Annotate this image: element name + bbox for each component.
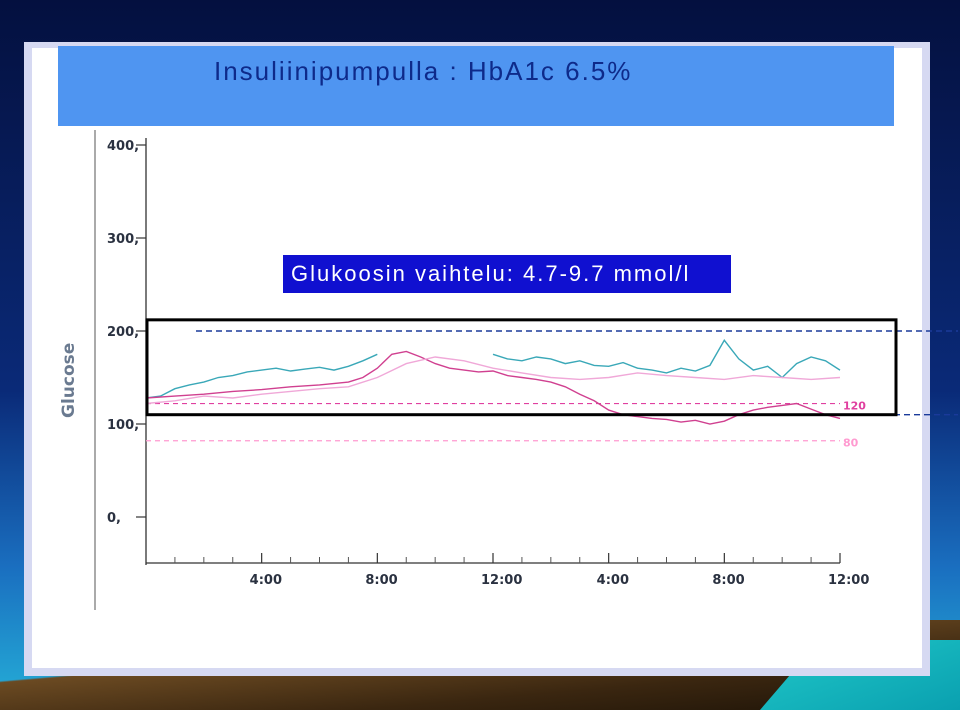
y-tick-label: 0,: [107, 511, 121, 526]
title-bar: [58, 46, 894, 126]
y-tick-label: 400,: [107, 139, 139, 154]
y-tick-label: 200,: [107, 325, 139, 340]
y-tick-label: 300,: [107, 232, 139, 247]
threshold-lines: 120 80: [146, 400, 866, 450]
threshold-label: 120: [843, 400, 866, 413]
variation-callout: Glukoosin vaihtelu: 4.7-9.7 mmol/l: [283, 255, 731, 293]
slide-canvas: [32, 48, 922, 668]
y-axis-label: Glucose: [59, 343, 79, 418]
highlight-box: [145, 318, 898, 417]
y-tick-label: 100,: [107, 418, 139, 433]
series-line-1: [145, 339, 841, 399]
series-line-3: [145, 356, 841, 405]
series-lines: [145, 339, 841, 425]
x-tick-label: 4:00: [597, 573, 629, 588]
x-tick-label: 12:00: [828, 573, 869, 588]
chart-axes: 400, 300, 200, 100, 0, 4:00 8:00 12:00 4:00 8:00 1…: [94, 130, 869, 610]
x-tick-label: 4:00: [250, 573, 282, 588]
highlight-rectangle: [145, 318, 898, 417]
slide-title: Insuliinipumpulla : HbA1c 6.5%: [214, 56, 633, 86]
threshold-label: 80: [843, 437, 859, 450]
x-tick-label: 8:00: [365, 573, 397, 588]
x-tick-label: 12:00: [481, 573, 522, 588]
x-tick-label: 8:00: [712, 573, 744, 588]
series-line-2: [145, 350, 841, 425]
